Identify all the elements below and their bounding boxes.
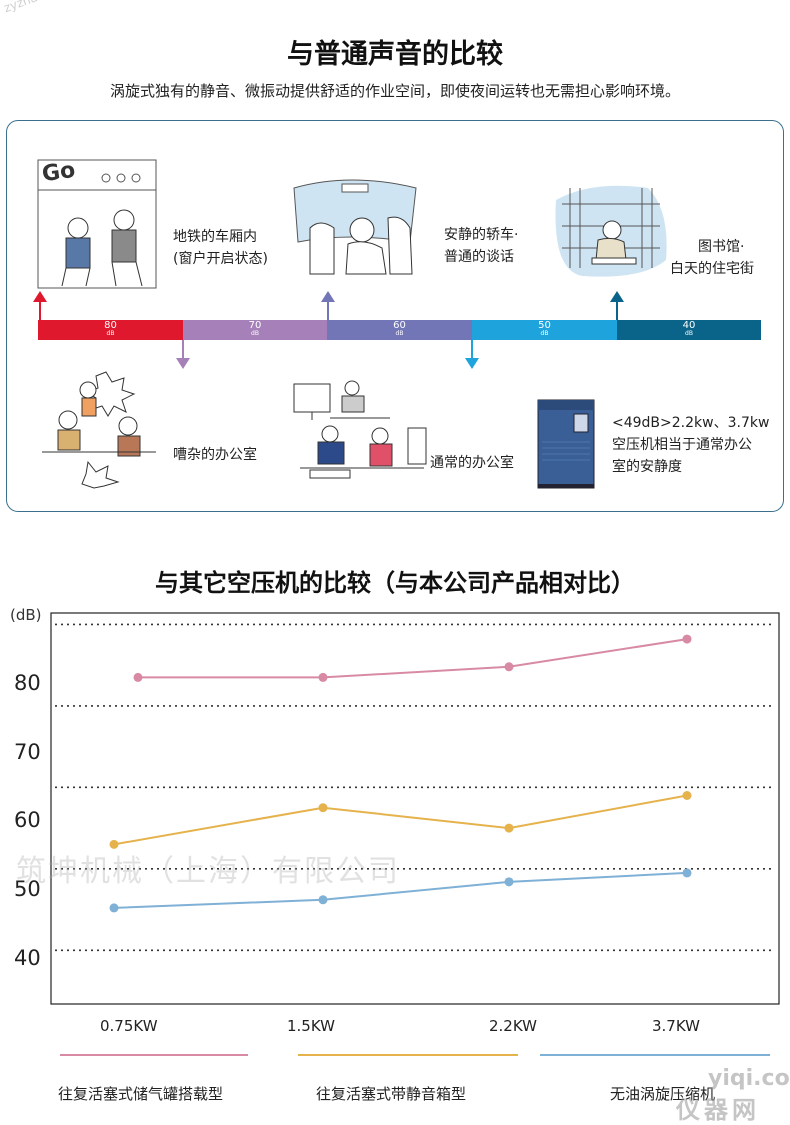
arrow-up-80-icon [33,291,47,322]
watermark-site: yiqi.com [708,1066,790,1091]
plot-frame [50,612,780,1005]
arrow-down-50-icon [465,340,479,369]
series-line-1 [113,794,688,846]
normal-office-illustration [293,380,427,479]
series-0-point-2 [504,662,514,672]
series-line-2 [113,871,688,909]
series-line-0 [138,638,688,679]
y-tick-80: 80 [14,671,41,695]
legend-line-oil-free-scroll [540,1054,770,1056]
compressor-illustration [537,399,595,489]
scene-car: 安静的轿车· 普通的谈话 [444,227,519,265]
scene-noisy-office: 嘈杂的办公室 [173,447,257,463]
series-2-point-0 [109,903,119,913]
y-axis-label: (dB) [10,606,42,624]
scene-library: 图书馆· 白天的住宅街 [670,239,754,277]
watermark-brand: 仪器网 [676,1096,760,1124]
y-tick-70: 70 [14,740,41,764]
scale-segment-60: 60 dB [327,320,472,340]
noisy-office-illustration [42,371,156,489]
series-1-point-0 [109,839,119,849]
series-1-point-1 [318,803,328,813]
car-illustration [293,179,417,275]
arrow-down-70-icon [176,340,190,369]
watermark-company: 筑坤机械（上海）有限公司 [16,854,400,889]
scale-segment-50: 50 dB [472,320,617,340]
series-2-point-3 [682,868,692,878]
legend-line-reciprocating-silent [298,1054,518,1056]
x-tick-1.5kw: 1.5KW [287,1017,335,1035]
legend-label-oil-free-scroll: 无油涡旋压缩机 [610,1085,716,1103]
x-tick-0.75kw: 0.75KW [100,1017,158,1035]
chart-title: 与其它空压机的比较（与本公司产品相对比） [155,569,635,597]
page-subtitle: 涡旋式独有的静音、微振动提供舒适的作业空间，即使夜间运转也无需担心影响环境。 [109,82,680,100]
y-tick-40: 40 [14,946,41,970]
scale-segment-40: 40 dB [617,320,761,340]
series-2-point-1 [318,895,328,905]
series-0-point-1 [318,672,328,682]
legend-line-reciprocating-tank [60,1054,248,1056]
series-2-point-2 [504,877,514,887]
library-illustration [555,185,667,277]
arrow-up-60-icon [321,291,335,322]
arrow-up-40-icon [610,291,624,322]
x-tick-2.2kw: 2.2KW [489,1017,537,1035]
series-0-point-3 [682,634,692,644]
y-tick-60: 60 [14,808,41,832]
scene-compressor: <49dB>2.2kw、3.7kw 空压机相当于通常办公 室的安静度 [612,415,770,475]
scale-segment-80: 80 dB [38,320,183,340]
subway-illustration [37,159,157,289]
scale-segment-70: 70 dB [183,320,327,340]
series-1-point-2 [504,823,514,833]
scene-normal-office: 通常的办公室 [430,455,514,471]
legend-label-reciprocating-tank: 往复活塞式储气罐搭载型 [58,1085,224,1103]
scene-subway: 地铁的车厢内 (窗户开启状态) [173,229,268,267]
x-tick-3.7kw: 3.7KW [652,1017,700,1035]
noise-comparison-panel [6,120,784,512]
y-tick-50: 50 [14,877,41,901]
legend-label-reciprocating-silent: 往复活塞式带静音箱型 [316,1085,467,1103]
series-0-point-0 [133,672,143,682]
page-title: 与普通声音的比较 [287,39,503,70]
series-1-point-3 [682,791,692,800]
